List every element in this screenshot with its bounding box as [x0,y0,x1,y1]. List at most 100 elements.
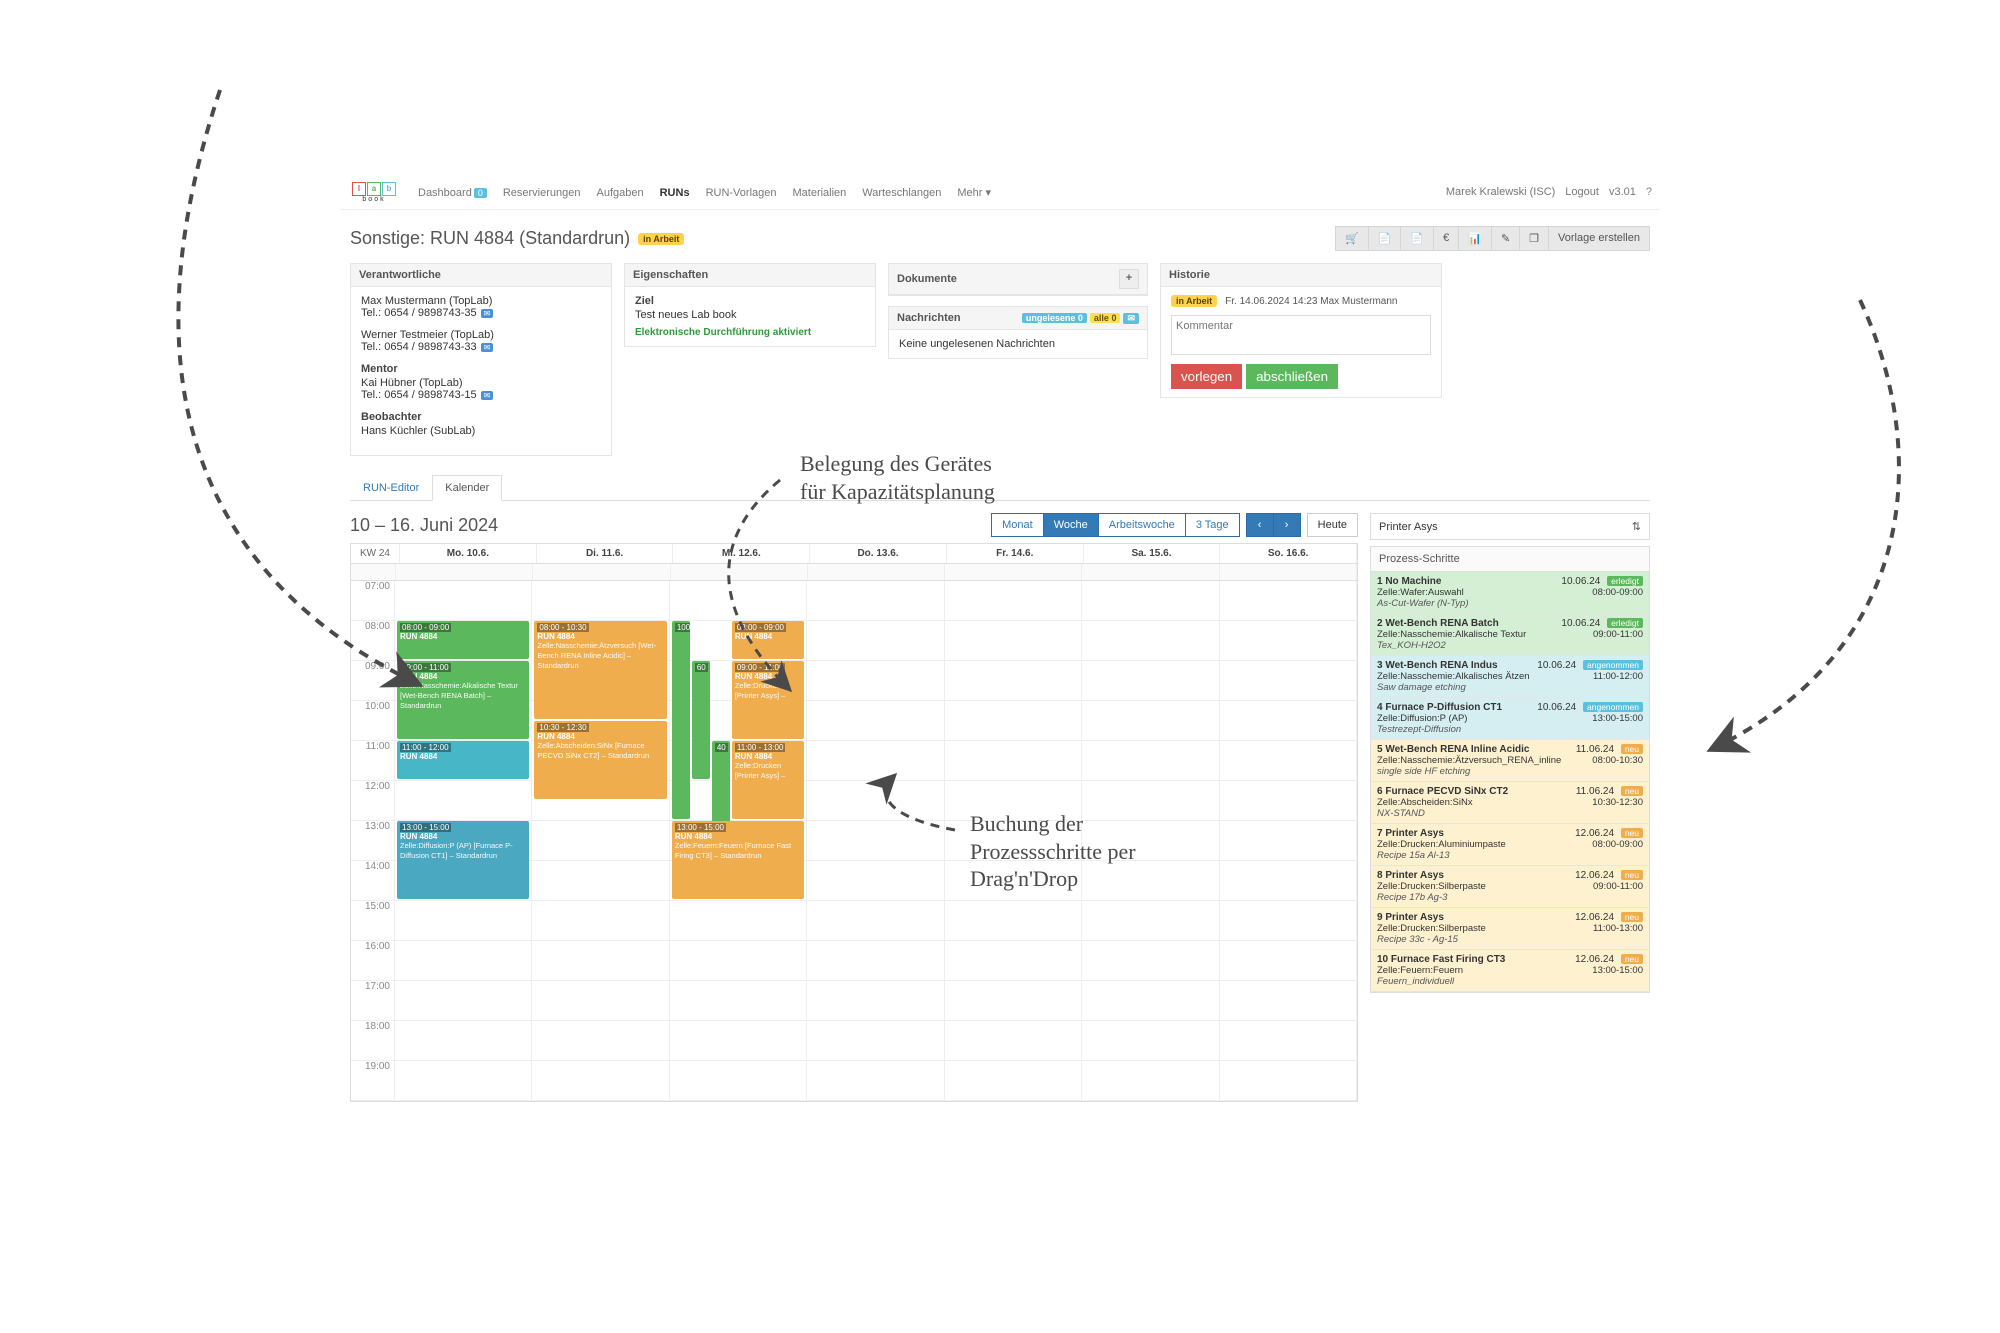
toolbar-btn-0[interactable]: 🛒 [1335,226,1369,251]
cal-prev-button[interactable]: ‹ [1246,513,1274,537]
nav-version: v3.01 [1609,186,1636,198]
toolbar-btn-1[interactable]: 📄 [1369,226,1402,251]
view-arbeitswoche[interactable]: Arbeitswoche [1099,513,1186,537]
view-3 tage[interactable]: 3 Tage [1186,513,1240,537]
logo-letter: l [352,182,366,196]
hour-label: 10:00 [351,701,395,741]
calendar-event[interactable]: 08:00 - 09:00RUN 4884 [732,621,804,659]
hour-label: 15:00 [351,901,395,941]
toolbar-btn-2[interactable]: 📄 [1401,226,1434,251]
hour-label: 17:00 [351,981,395,1021]
help-icon[interactable]: ? [1646,186,1652,198]
toolbar-btn-6[interactable]: ❐ [1520,226,1549,251]
logo-letter: b [382,182,396,196]
filter-unread[interactable]: ungelesene 0 [1022,313,1087,323]
process-step[interactable]: 9 Printer Asys12.06.24 neuZelle:Drucken:… [1371,908,1649,950]
process-step[interactable]: 5 Wet-Bench RENA Inline Acidic11.06.24 n… [1371,740,1649,782]
day-header: Di. 11.6. [537,544,674,563]
day-column[interactable] [945,581,1082,1101]
tabs: RUN-EditorKalender [350,474,1650,501]
calendar-event[interactable]: 60 [692,661,710,779]
day-column[interactable] [807,581,944,1101]
filter-all[interactable]: alle 0 [1090,313,1121,323]
app-window: lab book Dashboard0ReservierungenAufgabe… [340,175,1660,1215]
process-step[interactable]: 8 Printer Asys12.06.24 neuZelle:Drucken:… [1371,866,1649,908]
process-step[interactable]: 6 Furnace PECVD SiNx CT211.06.24 neuZell… [1371,782,1649,824]
toolbar-btn-3[interactable]: € [1434,226,1459,251]
nav-item-dashboard[interactable]: Dashboard0 [410,181,495,205]
day-column[interactable] [1220,581,1357,1101]
panel-properties: Eigenschaften Ziel Test neues Lab book E… [624,263,876,347]
calendar-event[interactable]: 13:00 - 15:00RUN 4884Zelle:Feuern:Feuern… [672,821,804,899]
day-header: Do. 13.6. [810,544,947,563]
hour-label: 08:00 [351,621,395,661]
device-select-value: Printer Asys [1379,521,1438,533]
process-step[interactable]: 4 Furnace P-Diffusion CT110.06.24 angeno… [1371,698,1649,740]
calendar-event[interactable]: 08:00 - 10:30RUN 4884Zelle:Nasschemie:Ät… [534,621,666,719]
panel-documents: Dokumente + [888,263,1148,296]
calendar-event[interactable]: 11:00 - 13:00RUN 4884Zelle:Drucken [Prin… [732,741,804,819]
observer-person: Hans Küchler (SubLab) [361,425,601,437]
step-status-chip: neu [1621,870,1643,880]
panel-messages: Nachrichten ungelesene 0 alle 0 ✉ Keine … [888,306,1148,359]
nav-item-run-vorlagen[interactable]: RUN-Vorlagen [698,181,785,205]
steps-title: Prozess-Schritte [1370,546,1650,571]
process-step[interactable]: 3 Wet-Bench RENA Indus10.06.24 angenomme… [1371,656,1649,698]
panel-responsible: Verantwortliche Max Mustermann (TopLab)T… [350,263,612,456]
mail-icon[interactable]: ✉ [481,343,494,352]
tab-run-editor[interactable]: RUN-Editor [350,475,432,500]
step-status-chip: neu [1621,954,1643,964]
day-column[interactable]: 08:00 - 09:00RUN 488409:00 - 11:00RUN 48… [395,581,532,1101]
nav-logout[interactable]: Logout [1565,186,1599,198]
step-status-chip: neu [1621,744,1643,754]
device-select[interactable]: Printer Asys ⇅ [1370,513,1650,540]
process-step[interactable]: 2 Wet-Bench RENA Batch10.06.24 erledigtZ… [1371,614,1649,656]
goal-text: Test neues Lab book [635,309,865,321]
calendar-event[interactable]: 13:00 - 15:00RUN 4884Zelle:Diffusion:P (… [397,821,529,899]
page-title: Sonstige: RUN 4884 (Standardrun) [350,228,630,249]
process-step[interactable]: 1 No Machine10.06.24 erledigtZelle:Wafer… [1371,572,1649,614]
nav-item-materialien[interactable]: Materialien [784,181,854,205]
logo: lab book [348,180,400,205]
panel-properties-title: Eigenschaften [625,264,875,287]
calendar-event[interactable]: 08:00 - 09:00RUN 4884 [397,621,529,659]
panel-documents-title: Dokumente [897,273,957,285]
calendar-event[interactable]: 09:00 - 11:00RUN 4884Zelle:Nasschemie:Al… [397,661,529,739]
history-entry: Fr. 14.06.2024 14:23 Max Mustermann [1225,296,1397,307]
create-template-button[interactable]: Vorlage erstellen [1549,226,1650,251]
mail-icon[interactable]: ✉ [481,391,494,400]
process-step[interactable]: 7 Printer Asys12.06.24 neuZelle:Drucken:… [1371,824,1649,866]
add-document-button[interactable]: + [1119,269,1139,289]
calendar-event[interactable]: 100 [672,621,690,819]
day-column[interactable] [1082,581,1219,1101]
view-woche[interactable]: Woche [1044,513,1099,537]
process-step[interactable]: 10 Furnace Fast Firing CT312.06.24 neuZe… [1371,950,1649,992]
mail-icon[interactable]: ✉ [481,309,494,318]
abschliessen-button[interactable]: abschließen [1246,364,1338,389]
day-column[interactable]: 100604008:00 - 09:00RUN 488409:00 - 11:0… [670,581,807,1101]
electronic-active: Elektronische Durchführung aktiviert [635,327,865,338]
panel-messages-title: Nachrichten [897,312,961,324]
toolbar-btn-4[interactable]: 📊 [1459,226,1492,251]
nav-item-mehr[interactable]: Mehr ▾ [949,181,999,205]
vorlegen-button[interactable]: vorlegen [1171,364,1242,389]
calendar-event[interactable]: 10:30 - 12:30RUN 4884Zelle:Abscheiden:Si… [534,721,666,799]
cal-next-button[interactable]: › [1274,513,1301,537]
day-column[interactable]: 08:00 - 10:30RUN 4884Zelle:Nasschemie:Ät… [532,581,669,1101]
nav-item-warteschlangen[interactable]: Warteschlangen [854,181,949,205]
message-icon[interactable]: ✉ [1123,313,1139,324]
calendar-event[interactable]: 09:00 - 11:00RUN 4884Zelle:Drucken [Prin… [732,661,804,739]
nav-item-runs[interactable]: RUNs [652,181,698,205]
nav-item-aufgaben[interactable]: Aufgaben [589,181,652,205]
today-button[interactable]: Heute [1307,513,1358,537]
tab-kalender[interactable]: Kalender [432,475,502,501]
navbar: lab book Dashboard0ReservierungenAufgabe… [340,175,1660,210]
calendar-event[interactable]: 11:00 - 12:00RUN 4884 [397,741,529,779]
view-monat[interactable]: Monat [991,513,1044,537]
sort-icon[interactable]: ⇅ [1632,520,1641,533]
comment-input[interactable] [1171,315,1431,355]
toolbar-btn-5[interactable]: ✎ [1492,226,1520,251]
nav-user[interactable]: Marek Kralewski (ISC) [1446,186,1555,198]
step-status-chip: erledigt [1607,576,1643,586]
nav-item-reservierungen[interactable]: Reservierungen [495,181,589,205]
